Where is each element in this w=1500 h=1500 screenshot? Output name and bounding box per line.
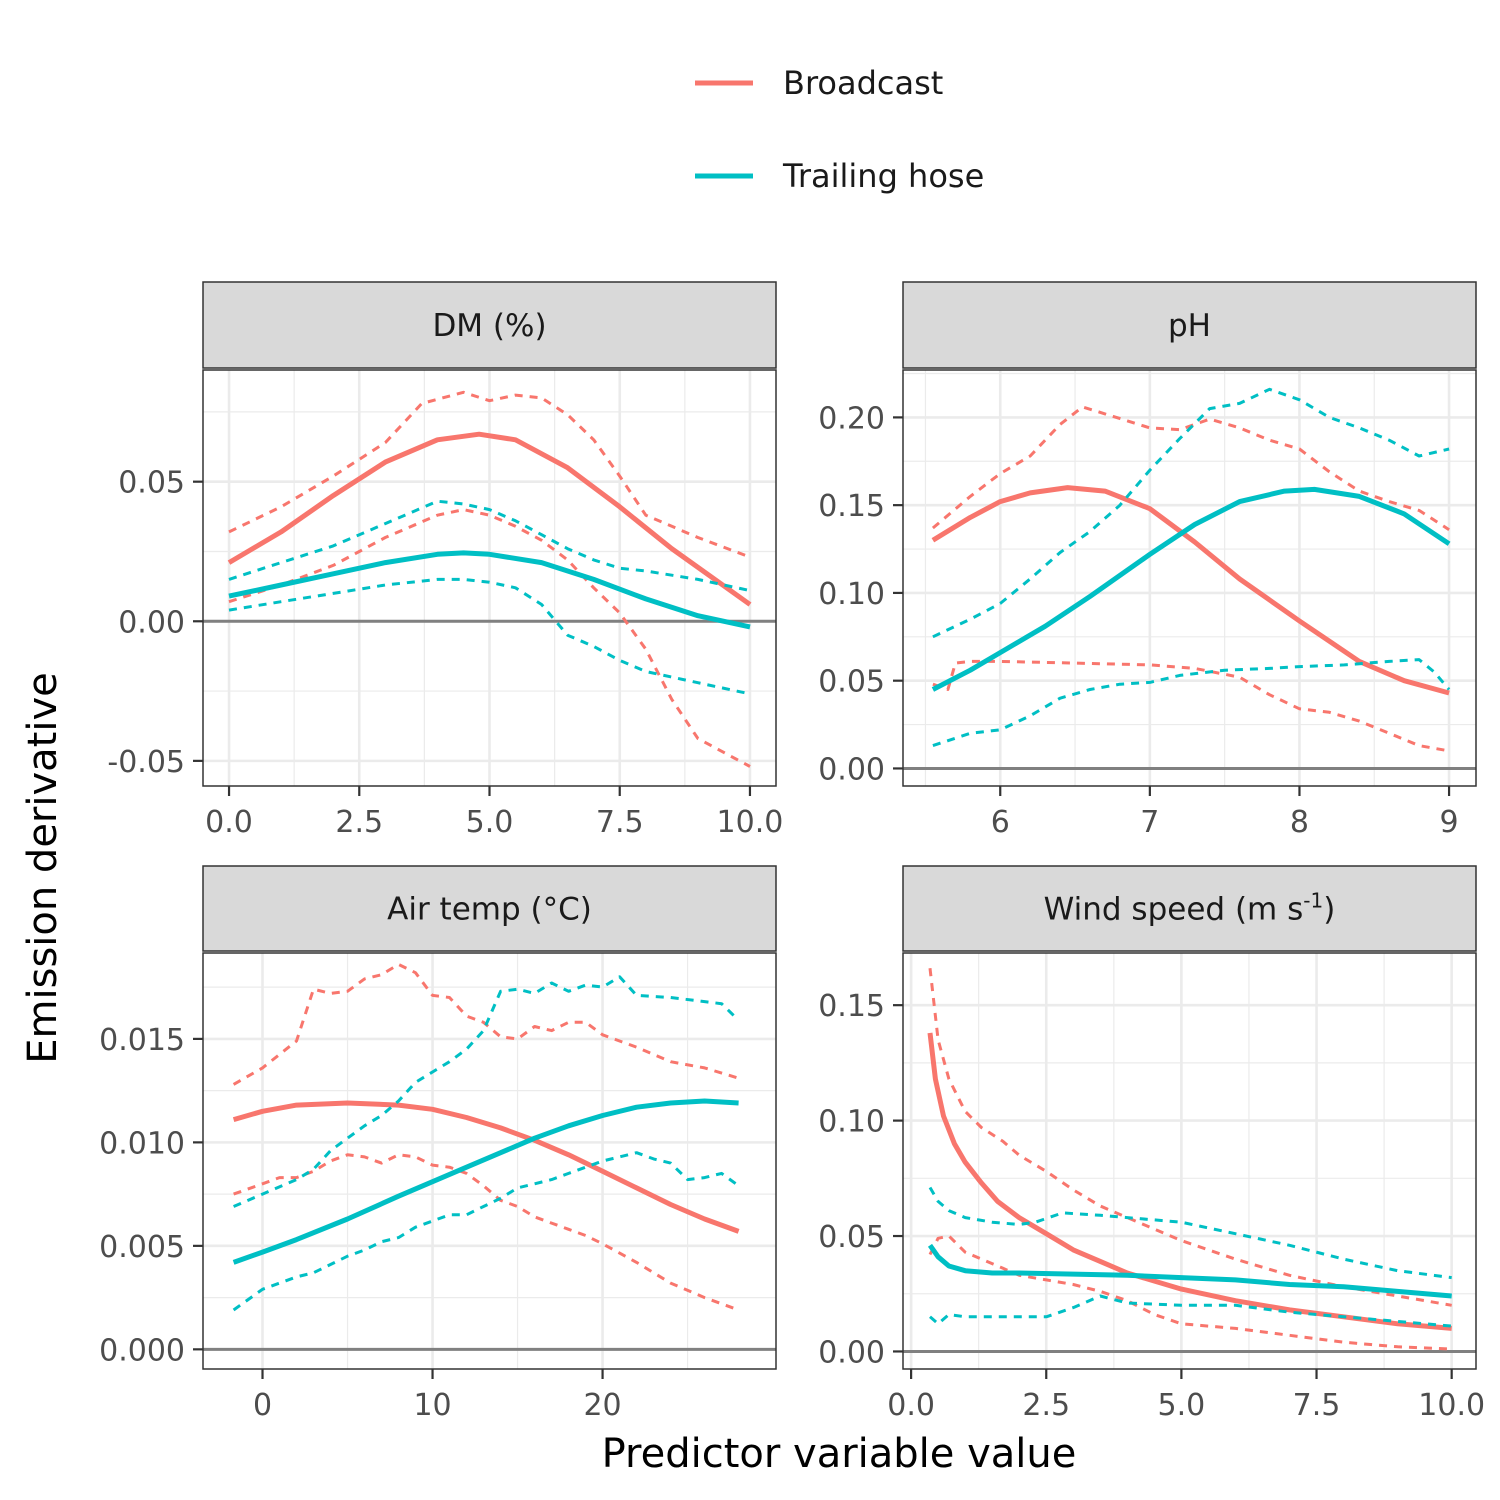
series-broadcast-fit <box>232 1100 740 1234</box>
legend-label-broadcast: Broadcast <box>783 64 943 102</box>
series-trailing-hose-upper <box>228 499 751 593</box>
x-tick-label: 10.0 <box>1418 1388 1485 1423</box>
x-tick-label: 7.5 <box>596 805 644 840</box>
y-tick-label: -0.05 <box>107 745 185 780</box>
panel-title-suffix: ) <box>1323 892 1335 928</box>
series-broadcast-fit <box>927 1032 1452 1331</box>
plot-background <box>203 953 776 1369</box>
plot-background <box>903 370 1476 786</box>
panel-4: Wind speed (m s-1) 0.0 2.5 5.0 7.5 10.0 0.00 0.… <box>818 865 1485 1423</box>
series-trailing-hose-fit <box>931 486 1451 692</box>
panel-title-superscript: -1 <box>1303 889 1323 913</box>
y-tick-label: 0.015 <box>99 1023 185 1058</box>
x-tick-label: 0 <box>253 1388 272 1423</box>
panel-title: Wind speed (m s-1) <box>1044 889 1336 928</box>
series-trailing-hose-lower <box>929 1294 1452 1328</box>
y-tick-label: 0.00 <box>118 605 185 640</box>
series-trailing-hose-lower <box>932 658 1451 748</box>
x-tick-label: 9 <box>1440 805 1459 840</box>
series-trailing-hose-upper <box>928 1186 1452 1280</box>
plot-border <box>202 952 777 1370</box>
series-trailing-hose-lower <box>228 577 751 696</box>
x-axis-label: Predictor variable value <box>602 1431 1077 1477</box>
series-broadcast-fit <box>931 485 1450 696</box>
x-tick-label: 2.5 <box>335 805 383 840</box>
series-broadcast-upper <box>228 390 751 559</box>
y-tick-label: 0.05 <box>818 1220 885 1255</box>
x-tick-label: 7.5 <box>1293 1388 1341 1423</box>
x-tick-label: 5.0 <box>1158 1388 1206 1423</box>
legend: Broadcast Trailing hose <box>695 64 984 195</box>
panel-title: pH <box>1168 308 1211 344</box>
y-tick-label: 0.00 <box>818 752 885 787</box>
x-tick-label: 20 <box>583 1388 621 1423</box>
x-tick-label: 6 <box>991 805 1010 840</box>
panel-title: Air temp (°C) <box>387 892 592 928</box>
panel-3: Air temp (°C) 0 10 20 0.000 0.005 0.010 0.015 <box>99 865 777 1423</box>
x-tick-label: 10.0 <box>717 805 784 840</box>
y-tick-label: 0.005 <box>99 1230 185 1265</box>
panel-strip <box>202 281 777 369</box>
y-tick-label: 0.20 <box>818 401 885 436</box>
y-axis-label: Emission derivative <box>20 672 66 1064</box>
x-tick-label: 0.0 <box>205 805 253 840</box>
plot-border <box>902 952 1477 1370</box>
series-trailing-hose-fit <box>228 550 751 630</box>
panel-title: DM (%) <box>432 308 546 344</box>
series-trailing-hose-lower <box>232 1151 740 1312</box>
series-trailing-hose-fit <box>927 1243 1452 1299</box>
series-trailing-hose-upper <box>932 387 1450 639</box>
panel-strip <box>202 865 777 952</box>
series-broadcast-lower <box>228 508 751 768</box>
series-trailing-hose-upper <box>233 975 740 1208</box>
y-tick-label: 0.10 <box>818 577 885 612</box>
x-tick-label: 5.0 <box>466 805 514 840</box>
series-trailing-hose-fit <box>232 1098 739 1265</box>
x-tick-label: 2.5 <box>1022 1388 1070 1423</box>
panel-1: DM (%) 0.0 2.5 5.0 7.5 10.0 -0.05 0.00 0.05 <box>107 281 784 840</box>
y-tick-label: 0.00 <box>818 1335 885 1370</box>
y-tick-label: 0.010 <box>99 1126 185 1161</box>
y-tick-label: 0.05 <box>818 665 885 700</box>
series-broadcast-upper <box>232 962 740 1086</box>
y-tick-label: 0.05 <box>118 466 185 501</box>
panel-strip <box>902 865 1477 952</box>
series-broadcast-fit <box>227 431 752 607</box>
series-broadcast-upper <box>928 968 1452 1307</box>
legend-label-trailing-hose: Trailing hose <box>782 157 984 195</box>
series-broadcast-upper <box>931 405 1450 531</box>
x-tick-label: 7 <box>1140 805 1159 840</box>
series-broadcast-lower <box>932 659 1450 753</box>
panel-strip <box>902 281 1477 369</box>
y-tick-label: 0.000 <box>99 1333 185 1368</box>
y-tick-label: 0.15 <box>818 989 885 1024</box>
y-tick-label: 0.15 <box>818 489 885 524</box>
plot-border <box>902 369 1477 787</box>
series-broadcast-lower <box>928 1234 1452 1351</box>
y-tick-label: 0.10 <box>818 1105 885 1140</box>
x-tick-label: 0.0 <box>887 1388 935 1423</box>
panel-2: pH 6 7 8 9 0.00 0.05 0.10 0.15 0.20 <box>818 281 1477 840</box>
x-tick-label: 10 <box>413 1388 451 1423</box>
x-tick-label: 8 <box>1290 805 1309 840</box>
plot-background <box>903 953 1476 1369</box>
